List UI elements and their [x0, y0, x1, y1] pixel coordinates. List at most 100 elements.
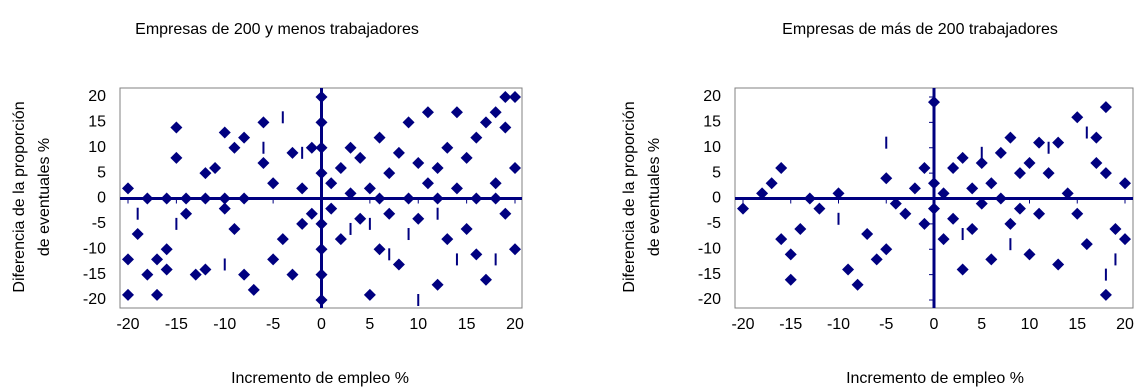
scatter-point: [1052, 136, 1065, 149]
y-tick-label: -20: [698, 291, 721, 308]
scatter-point: [947, 162, 960, 175]
scatter-point: [489, 192, 502, 205]
scatter-point: [160, 243, 173, 256]
x-axis-title: Incremento de empleo %: [231, 370, 409, 387]
scatter-point: [870, 253, 883, 266]
scatter-point: [286, 268, 299, 281]
scatter-point: [450, 182, 463, 195]
scatter-point: [267, 177, 280, 190]
scatter-point: [509, 91, 521, 103]
y-tick-label: -20: [83, 291, 106, 308]
scatter-point: [122, 288, 134, 301]
scatter-point: [842, 263, 855, 276]
scatter-point: [160, 263, 173, 276]
scatter-point: [257, 116, 270, 129]
scatter-point: [775, 233, 788, 246]
scatter-point: [509, 243, 521, 256]
scatter-point: [363, 288, 376, 301]
scatter-point: [1013, 202, 1026, 215]
scatter-point: [489, 106, 502, 119]
chart-title: Empresas de 200 y menos trabajadores: [135, 21, 419, 38]
scatter-point: [180, 192, 193, 205]
scatter-point: [985, 253, 998, 266]
scatter-point: [257, 156, 270, 169]
scatter-point: [238, 192, 251, 205]
scatter-point: [1052, 258, 1065, 271]
y-tick-label: -10: [83, 240, 106, 257]
scatter-point: [889, 197, 902, 210]
scatter-point: [122, 182, 134, 195]
y-tick-label: 10: [703, 139, 721, 156]
scatter-point: [276, 233, 289, 246]
y-tick-label: -15: [698, 266, 721, 283]
scatter-point: [985, 177, 998, 190]
scatter-point: [354, 151, 367, 164]
x-tick-label: 20: [506, 316, 524, 333]
scatter-point: [412, 212, 425, 225]
scatter-point: [1090, 156, 1103, 169]
scatter-point: [966, 222, 979, 235]
scatter-point: [199, 192, 212, 205]
scatter-point: [431, 278, 444, 291]
scatter-point: [937, 187, 950, 200]
scatter-point: [315, 141, 328, 154]
scatter-point: [499, 207, 512, 220]
scatter-point: [315, 243, 328, 256]
x-tick-label: 15: [1068, 316, 1086, 333]
scatter-point: [296, 182, 309, 195]
scatter-point: [373, 131, 386, 144]
scatter-point: [189, 268, 202, 281]
x-tick-label: 5: [365, 316, 374, 333]
scatter-point: [363, 182, 376, 195]
scatter-point: [325, 177, 338, 190]
scatter-point: [803, 192, 816, 205]
scatter-point: [412, 156, 425, 169]
scatter-point: [218, 202, 231, 215]
scatter-point: [421, 106, 434, 119]
scatter-point: [775, 162, 788, 175]
scatter-point: [315, 268, 328, 281]
scatter-point: [470, 248, 483, 261]
scatter-point: [151, 253, 164, 266]
scatter-point: [160, 192, 173, 205]
scatter-point: [813, 202, 826, 215]
scatter-point: [861, 228, 874, 241]
scatter-point: [170, 151, 183, 164]
scatter-point: [1090, 131, 1103, 144]
y-tick-label: 10: [88, 139, 106, 156]
scatter-point: [1004, 131, 1017, 144]
scatter-point: [296, 217, 309, 230]
y-axis-title: de eventuales %: [36, 138, 53, 256]
y-axis-title: Diferencia de la proporción: [621, 101, 638, 292]
scatter-point: [1099, 288, 1112, 301]
x-tick-label: -20: [731, 316, 754, 333]
scatter-point: [737, 202, 749, 215]
scatter-point: [1013, 167, 1026, 180]
y-tick-label: 0: [712, 190, 721, 207]
scatter-point: [994, 146, 1007, 159]
scatter-point: [1071, 111, 1084, 124]
x-tick-label: 0: [317, 316, 326, 333]
y-tick-label: 5: [97, 164, 106, 181]
scatter-point: [994, 192, 1007, 205]
x-tick-label: -10: [827, 316, 850, 333]
scatter-point: [325, 202, 338, 215]
x-tick-label: -15: [165, 316, 188, 333]
scatter-point: [431, 192, 444, 205]
scatter-point: [334, 233, 347, 246]
y-tick-label: 0: [97, 190, 106, 207]
scatter-point: [489, 177, 502, 190]
scatter-point: [937, 233, 950, 246]
scatter-point: [1099, 167, 1112, 180]
scatter-point: [851, 278, 864, 291]
scatter-point: [460, 222, 473, 235]
scatter-point: [402, 192, 415, 205]
scatter-point: [450, 106, 463, 119]
scatter-point: [479, 116, 492, 129]
scatter-point: [354, 212, 367, 225]
scatter-point: [966, 182, 979, 195]
scatter-point: [305, 141, 318, 154]
scatter-point: [1119, 177, 1131, 190]
scatter-point: [499, 121, 512, 134]
scatter-point: [756, 187, 769, 200]
